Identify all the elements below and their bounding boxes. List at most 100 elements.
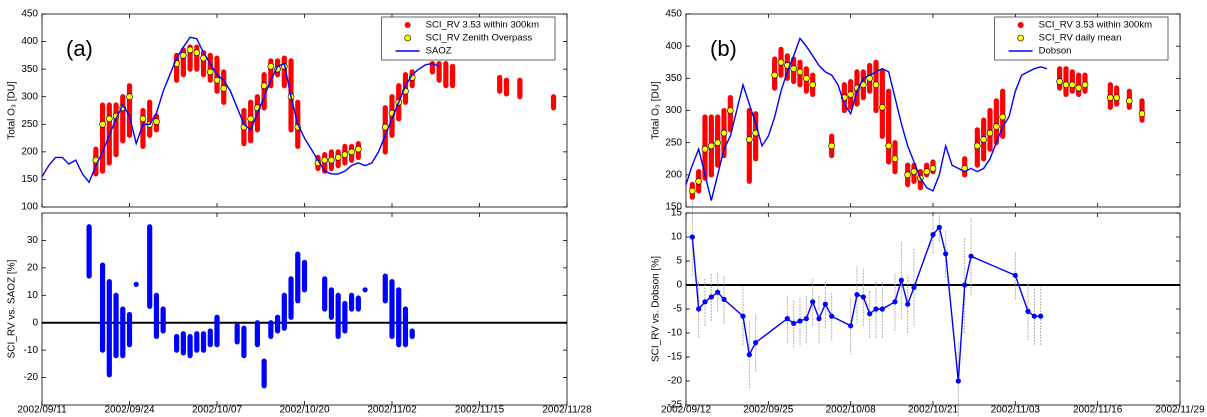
point [828,142,835,150]
x-tick-label: 2002/11/16 [1073,405,1123,416]
panel: 150 200 250 300 350 400 450 Total O₃ [DU] (b) SCI… [651,9,1181,213]
point [891,155,899,163]
range-cluster [281,292,287,331]
y-tick-label: 350 [21,64,38,75]
range-cluster [234,322,240,345]
point [99,120,106,128]
point [1081,81,1089,89]
range-cluster [301,259,308,293]
panel: -20 -10 0 10 20 30 2002/09/11 2002/09/24 2002/10… [7,212,592,416]
point [708,142,715,150]
marker [721,296,727,302]
x-tick-label: 2002/11/28 [542,405,592,416]
point [790,65,797,72]
range-cluster [288,276,294,320]
range-cluster [160,306,166,334]
point [879,103,886,111]
marker [1031,313,1037,319]
legend-label: SAOZ [426,46,452,57]
marker [746,352,752,358]
point [974,142,981,150]
legend-label: SCI_RV daily mean [1039,33,1122,44]
x-tick-label: 2002/11/29 [1155,405,1205,416]
range-cluster [120,94,126,144]
marker [696,306,702,312]
marker [753,340,759,346]
point [139,115,147,123]
range-cluster [214,314,220,348]
range-cluster [402,306,409,348]
marker [1038,313,1044,319]
point [980,136,987,143]
y-tick-label: 15 [671,208,683,219]
x-tick-label: 2002/10/08 [826,405,876,416]
legend-label: SCI_RV 3.53 within 300km [1039,20,1152,31]
range-cluster [200,331,207,353]
point [106,115,113,123]
y-tick-label: -20 [668,376,683,387]
point [714,139,721,146]
y-axis-label: SCI_RV vs. Dobson [%] [651,256,662,362]
point [355,145,362,153]
point [1062,81,1070,89]
range-cluster [261,358,267,389]
y-tick-label: 300 [21,91,38,102]
point [334,154,342,161]
point [727,107,734,114]
marker [816,316,822,322]
range-cluster [355,295,361,312]
range-cluster [322,276,328,312]
point [341,151,349,158]
point [180,52,187,59]
y-tick-label: 400 [21,36,38,47]
y-tick-label: 250 [665,137,682,148]
y-tick-label: -15 [668,352,683,363]
y-tick-label: 250 [21,119,38,130]
marker [905,301,911,307]
legend-swatch [404,34,411,42]
y-tick-label: -10 [24,345,39,356]
legend-label: SCI_RV 3.53 within 300km [426,20,539,31]
point [771,71,778,79]
x-tick-label: 2002/11/03 [991,405,1041,416]
x-tick-label: 2002/10/20 [279,405,329,416]
point [689,187,696,195]
point [872,81,880,89]
range-cluster [113,292,119,359]
range-cluster [328,287,335,320]
legend-swatch [1017,34,1024,42]
range-cluster [382,273,388,304]
range-cluster [517,77,523,100]
point [213,76,221,84]
point [328,156,335,164]
marker [854,292,860,298]
point [999,113,1006,121]
point [267,63,275,70]
marker [810,299,816,305]
point [847,91,854,98]
y-tick-label: 350 [665,73,682,84]
range-cluster [86,224,92,279]
range-cluster [180,331,186,356]
range-cluster [200,50,207,78]
range-cluster [335,292,341,340]
panel-label: (b) [710,36,737,61]
point [746,136,753,143]
legend-swatch [404,22,411,28]
marker [943,251,949,257]
marker [784,316,790,322]
y-axis-label: Total O₃ [DU] [651,81,662,140]
line [685,36,1048,201]
marker [715,289,721,295]
y-axis-label: Total O₃ [DU] [7,81,18,140]
point [247,115,254,123]
marker [955,378,961,384]
range-cluster [443,61,449,89]
marker [962,282,968,288]
range-cluster [349,292,355,312]
x-tick-label: 2002/09/25 [743,405,793,416]
point [929,165,937,172]
point [126,93,133,101]
y-tick-label: 10 [27,290,39,301]
point [695,177,702,185]
